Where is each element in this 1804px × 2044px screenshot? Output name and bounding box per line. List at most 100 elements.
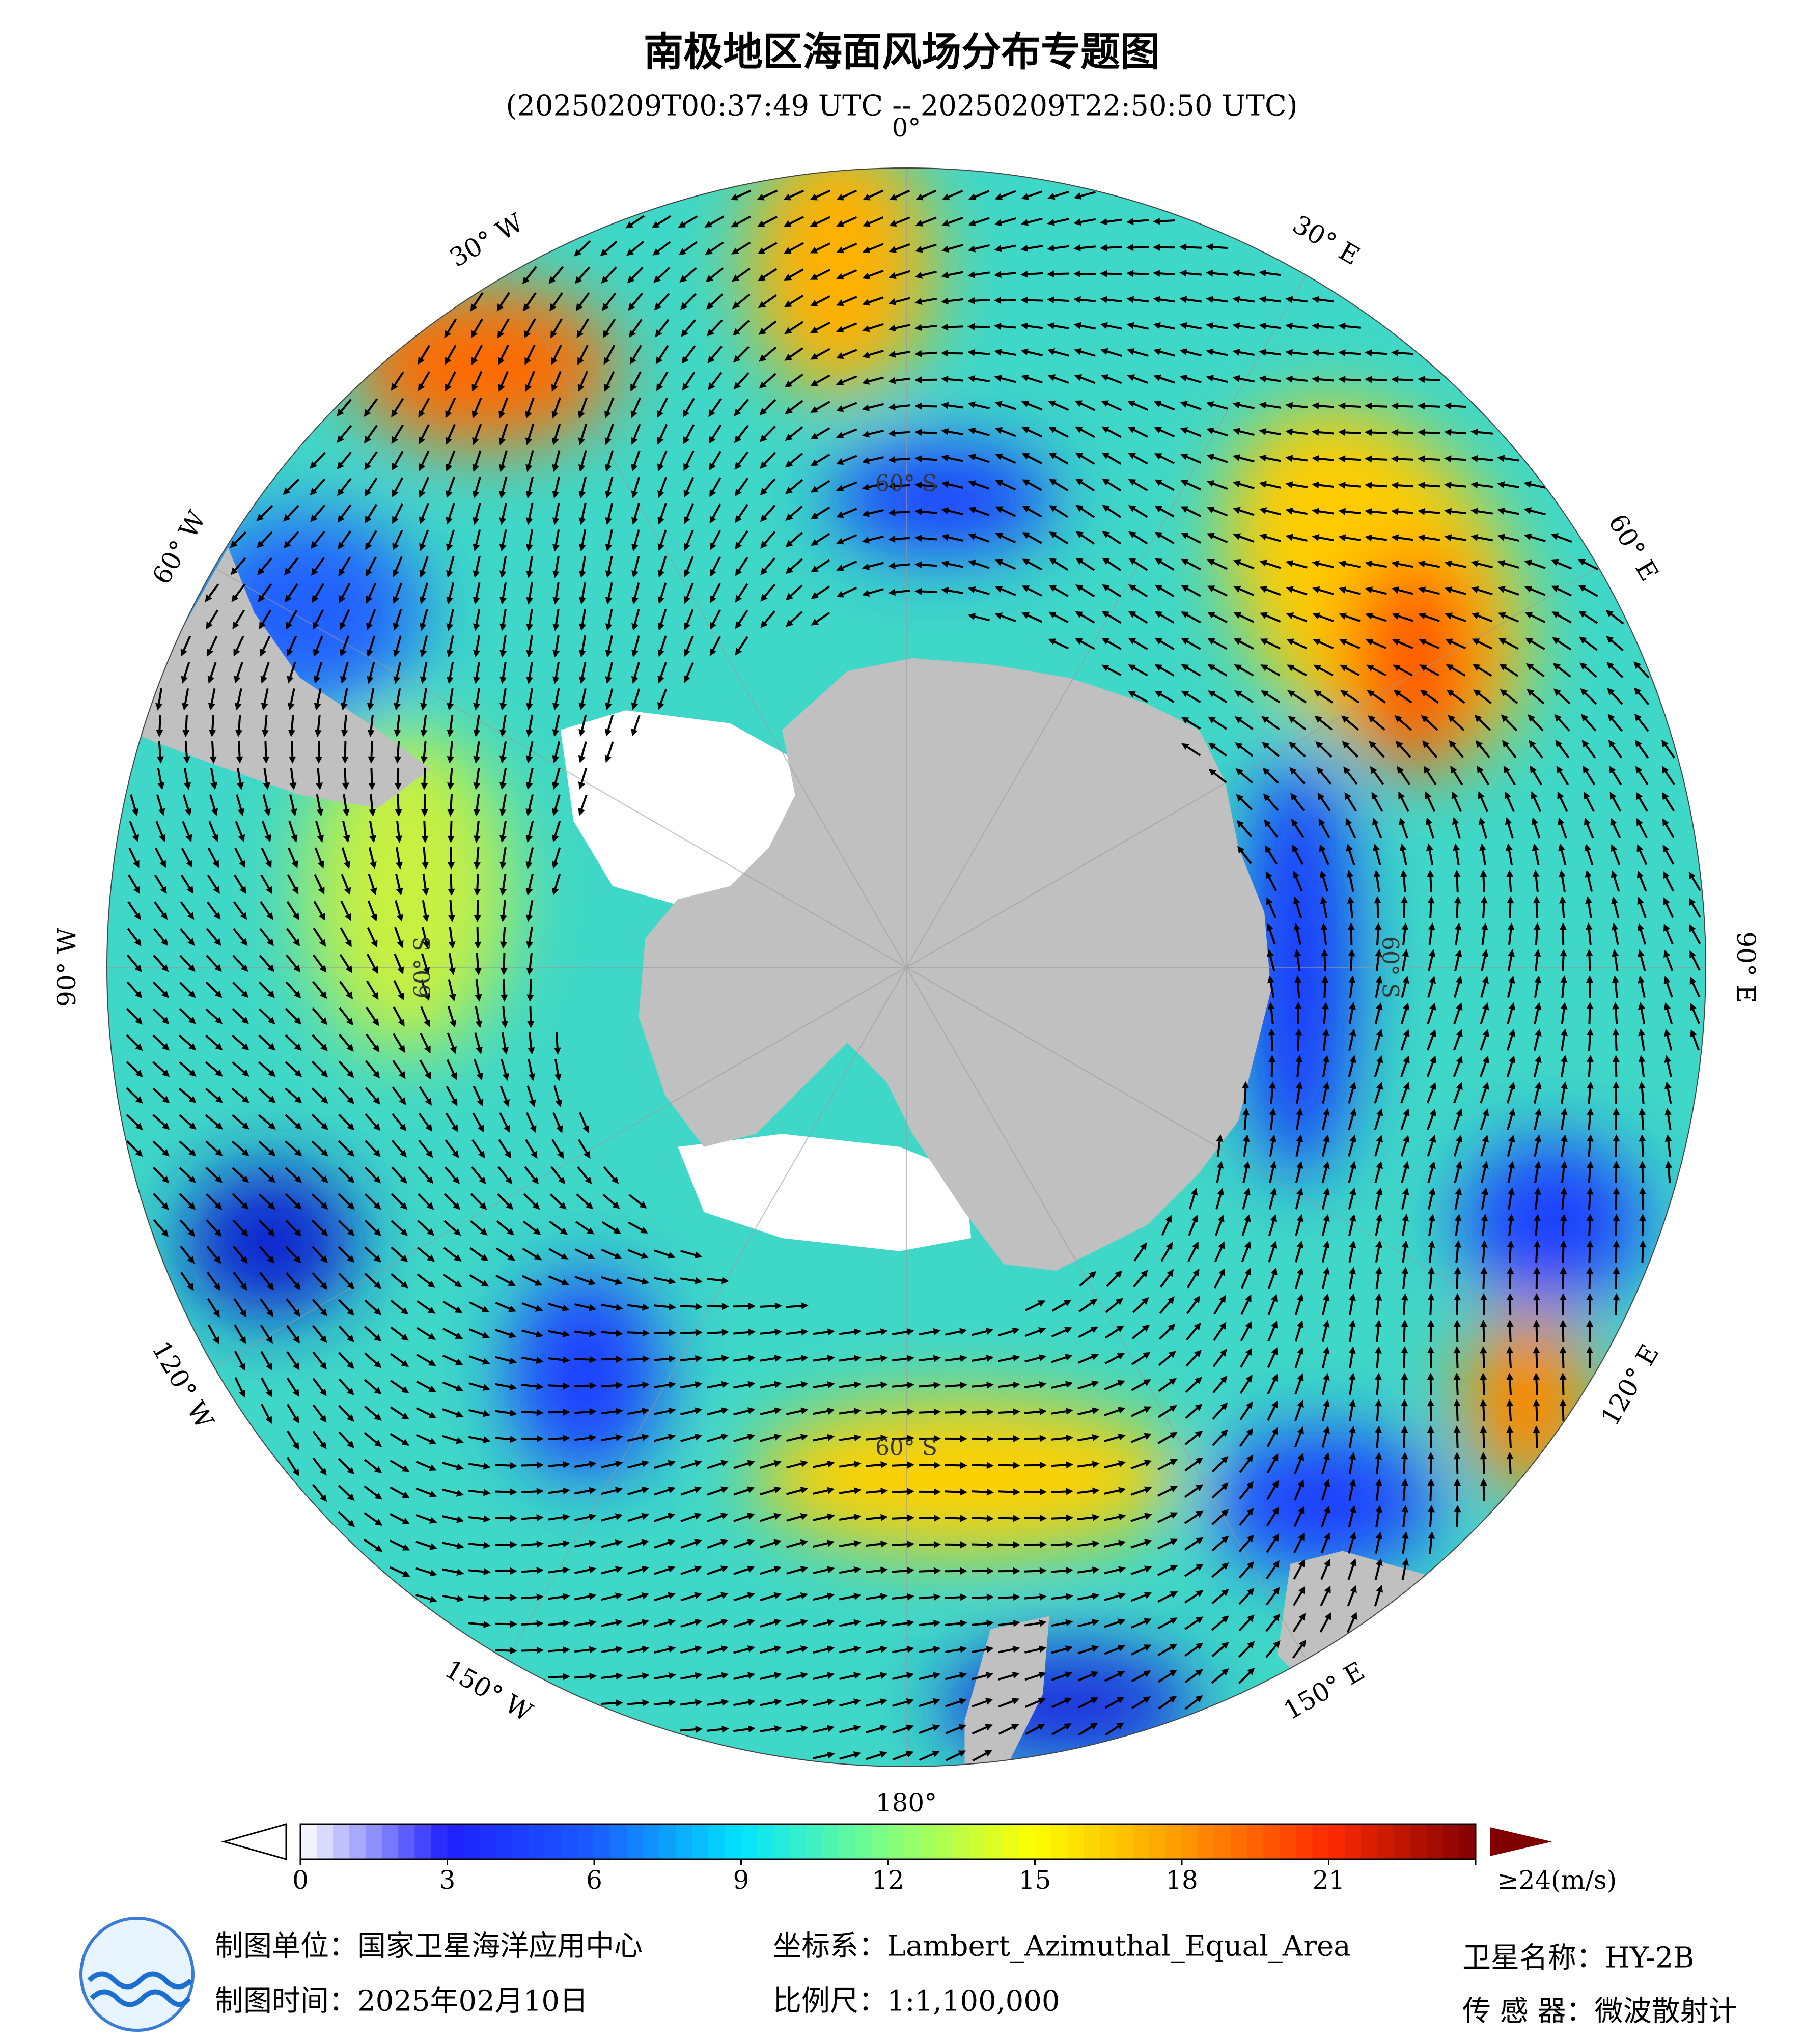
latitude-label: 60° S [1377, 936, 1403, 998]
longitude-label: 90° W [52, 927, 81, 1007]
colorbar-cell [512, 1824, 530, 1859]
longitude-label: 180° [876, 1788, 937, 1817]
colorbar-cell [1231, 1824, 1248, 1859]
latitude-label: 60° S [875, 471, 937, 497]
colorbar-cell [1263, 1824, 1281, 1859]
meridian [213, 567, 907, 968]
colorbar-cell [447, 1824, 464, 1859]
meridian [906, 567, 1599, 968]
colorbar-cell [953, 1824, 970, 1859]
longitude-label: 0° [892, 113, 921, 143]
colorbar-cell [708, 1824, 726, 1859]
colorbar-cell [1442, 1824, 1460, 1859]
colorbar-cell [790, 1824, 807, 1859]
colorbar-cell [1067, 1824, 1085, 1859]
meridian [213, 967, 907, 1367]
colorbar-cell [1377, 1824, 1395, 1859]
colorbar-cell [1328, 1824, 1346, 1859]
colorbar-cell [610, 1824, 627, 1859]
meridian [906, 274, 1307, 968]
colorbar-cell [1182, 1824, 1199, 1859]
colorbar-cell [1116, 1824, 1133, 1859]
colorbar-cell [1018, 1824, 1036, 1859]
colorbar-cell [414, 1824, 432, 1859]
map-border [106, 167, 1706, 1767]
colorbar-cell [594, 1824, 611, 1859]
latitude-label: 60° S [410, 936, 436, 998]
colorbar-tick-label: 21 [1313, 1865, 1345, 1895]
colorbar-cell [904, 1824, 921, 1859]
land [124, 547, 1434, 1767]
meridian [906, 967, 1307, 1660]
colorbar-cell [692, 1824, 709, 1859]
colorbar-cell [937, 1824, 954, 1859]
meridian [506, 967, 907, 1660]
colorbar-cell [561, 1824, 578, 1859]
colorbar-cell [888, 1824, 905, 1859]
colorbar-tick-label: 3 [439, 1865, 456, 1895]
colorbar-cell [1361, 1824, 1378, 1859]
footer-satellite: 卫星名称：HY-2B [1462, 1942, 1694, 1975]
colorbar-cell [1459, 1824, 1476, 1859]
colorbar-cell [333, 1824, 350, 1859]
colorbar-cell [1198, 1824, 1215, 1859]
colorbar-cell [431, 1824, 448, 1859]
longitude-label: 30° W [445, 208, 529, 273]
colorbar-over [1490, 1827, 1552, 1856]
colorbar-cell [1084, 1824, 1101, 1859]
footer-crs: 坐标系：Lambert_Azimuthal_Equal_Area [773, 1930, 1351, 1963]
colorbar-cell [1132, 1824, 1150, 1859]
colorbar-cell [855, 1824, 872, 1859]
longitude-label: 30° E [1288, 210, 1365, 271]
colorbar-tick-label: 12 [872, 1865, 904, 1895]
colorbar-cell [1247, 1824, 1264, 1859]
map-title: 南极地区海面风场分布专题图 [644, 29, 1160, 75]
footer-time: 制图时间：2025年02月10日 [215, 1985, 588, 2018]
colorbar-cell [529, 1824, 546, 1859]
wind-field [107, 168, 1706, 1767]
colorbar-cell [382, 1824, 399, 1859]
colorbar-tick-label: 0 [292, 1865, 309, 1895]
colorbar-cell [839, 1824, 856, 1859]
colorbar-cell [871, 1824, 889, 1859]
colorbar-cell [627, 1824, 644, 1859]
colorbar-under [221, 1823, 287, 1860]
logo [79, 1917, 195, 2032]
colorbar-cell [773, 1824, 791, 1859]
map-subtitle: (20250209T00:37:49 UTC -- 20250209T22:50… [506, 90, 1297, 123]
colorbar-cell [1410, 1824, 1427, 1859]
colorbar-tick-label: 15 [1019, 1865, 1051, 1895]
colorbar-cell [480, 1824, 497, 1859]
colorbar-cell [317, 1824, 334, 1859]
colorbar-tick-label: ≥24(m/s) [1497, 1865, 1617, 1895]
colorbar-cell [1296, 1824, 1313, 1859]
colorbar-cell [1051, 1824, 1068, 1859]
graticule [107, 168, 1706, 1767]
colorbar-cell [757, 1824, 774, 1859]
colorbar-cell [741, 1824, 758, 1859]
wind-arrows [126, 189, 1701, 1762]
colorbar-cell [806, 1824, 823, 1859]
latitude-label: 60° S [875, 1435, 937, 1461]
colorbar-cell [1280, 1824, 1297, 1859]
longitude-label: 60° E [1603, 509, 1664, 586]
footer-unit: 制图单位：国家卫星海洋应用中心 [215, 1930, 643, 1963]
colorbar-cell [1035, 1824, 1052, 1859]
colorbar-cell [545, 1824, 562, 1859]
colorbar-cell [1312, 1824, 1329, 1859]
colorbar-tick-label: 9 [733, 1865, 750, 1895]
longitude-label: 60° W [147, 506, 212, 590]
colorbar-cell [822, 1824, 840, 1859]
colorbar-cell [1100, 1824, 1117, 1859]
colorbar-cell [496, 1824, 513, 1859]
colorbar-cell [921, 1824, 937, 1859]
colorbar: 0 3 6 9 12 15 18 21 ≥24(m/s) [221, 1823, 1617, 1895]
colorbar-cell [463, 1824, 481, 1859]
colorbar-cell [1426, 1824, 1444, 1859]
colorbar-cell [300, 1824, 317, 1859]
colorbar-cell [1165, 1824, 1182, 1859]
logo-waves [87, 1971, 193, 2007]
footer: 制图单位：国家卫星海洋应用中心 制图时间：2025年02月10日 坐标系：Lam… [79, 1917, 1737, 2032]
colorbar-cell [643, 1824, 660, 1859]
